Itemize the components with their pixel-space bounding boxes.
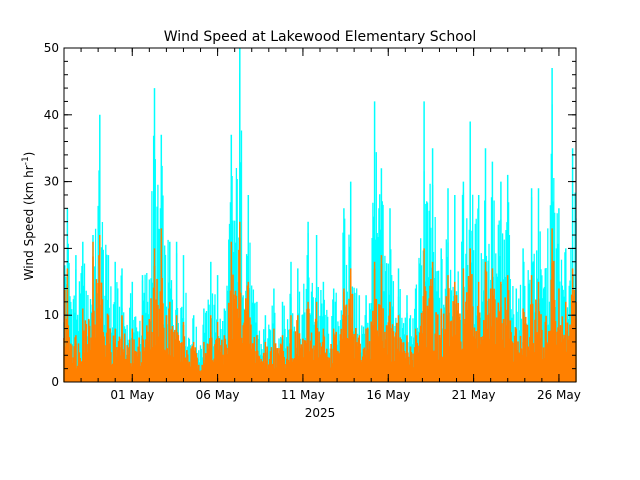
x-tick-label: 26 May (537, 388, 581, 402)
plot-area (63, 48, 577, 382)
x-tick-label: 06 May (196, 388, 240, 402)
y-tick-label: 50 (44, 41, 59, 55)
y-axis-label-exponent: -1 (21, 156, 31, 165)
x-axis-label: 2025 (305, 406, 336, 420)
y-axis-label: Wind Speed (km hr-1) (21, 152, 36, 281)
y-tick-label: 30 (44, 175, 59, 189)
y-axis-label-close: ) (22, 152, 36, 157)
y-tick-label: 20 (44, 241, 59, 255)
y-tick-label: 0 (51, 375, 59, 389)
x-tick-label: 16 May (366, 388, 410, 402)
chart-title: Wind Speed at Lakewood Elementary School (164, 29, 477, 45)
axis-ticks: 0 10 20 30 40 50 01 May 06 May 11 May 16 May 21 Ma… (44, 41, 581, 402)
y-tick-label: 40 (44, 108, 59, 122)
x-tick-label: 11 May (281, 388, 325, 402)
x-tick-label: 21 May (452, 388, 496, 402)
y-axis-label-text: Wind Speed (km hr (22, 165, 36, 280)
y-tick-label: 10 (44, 308, 59, 322)
x-tick-label: 01 May (110, 388, 154, 402)
